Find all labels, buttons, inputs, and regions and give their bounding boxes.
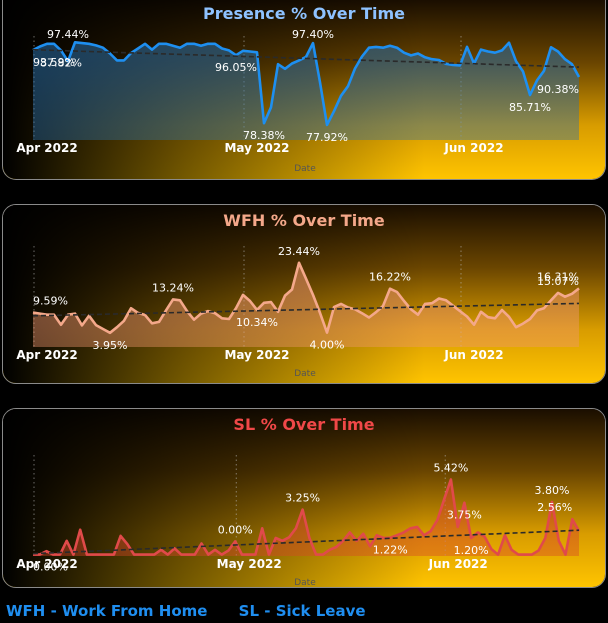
data-label: 78.38% [243,129,285,142]
data-label: 85.71% [509,101,551,114]
data-label: 87.82% [40,56,82,69]
data-label: 5.42% [433,462,468,475]
x-tick-label: May 2022 [217,557,282,571]
data-label: 9.59% [33,295,68,308]
trend-line [32,48,580,68]
data-label: 93.59% [33,56,75,69]
data-label: 77.92% [306,131,348,144]
legend-footer: WFH - Work From Home SL - Sick Leave [6,602,392,620]
presence-chart: 93.59% 97.44% 87.82% 96.05% 78.38% 97.40% 77.9… [16,28,581,174]
data-label: 90.38% [537,83,579,96]
chart-title: Presence % Over Time [202,4,405,23]
series-line [32,41,581,127]
x-axis-title: Date [294,369,316,379]
x-tick-label: Jun 2022 [443,348,503,362]
data-label: 96.05% [215,61,257,74]
data-label: 10.34% [236,316,278,329]
x-axis-title: Date [294,164,316,174]
x-tick-label: May 2022 [224,141,289,155]
series-area [33,262,579,347]
data-label: 13.24% [152,281,194,294]
data-label: 16.31% [537,270,579,283]
x-tick-label: Apr 2022 [16,348,77,362]
data-label: 16.22% [369,271,411,284]
sl-legend-text: SL - Sick Leave [238,602,366,620]
data-label: 2.56% [537,501,572,514]
data-label: 97.44% [47,28,89,41]
sl-chart: 0.00% 0.00% 3.25% 1.22% 5.42% 3.75% 1.20% 3.80%… [16,455,581,588]
x-tick-label: Jun 2022 [443,141,503,155]
data-label: 1.20% [454,544,489,557]
wfh-chart-panel: WFH % Over Time 9.59% 3.95% 13.24% 10.34% 23… [2,204,606,384]
series-line [33,478,581,556]
data-label: 4.00% [310,339,345,352]
chart-title: SL % Over Time [233,415,375,434]
data-label: 0.00% [218,523,253,536]
wfh-chart: 9.59% 3.95% 13.24% 10.34% 23.44% 4.00% 16.22% 1… [16,245,580,379]
trend-line [32,529,580,555]
data-label: 1.22% [373,544,408,557]
x-tick-label: May 2022 [224,348,289,362]
data-label: 15.07% [537,275,579,288]
data-label: 3.80% [535,484,570,497]
data-label: 3.25% [285,492,320,505]
data-label: 3.95% [93,339,128,352]
x-axis-title: Date [294,578,316,588]
data-label: 23.44% [278,245,320,258]
wfh-legend-text: WFH - Work From Home [6,602,208,620]
data-label: 3.75% [447,509,482,522]
data-label: 0.00% [33,561,68,574]
sl-chart-panel: SL % Over Time 0.00% 0.00% 3.25% 1.22% 5.42%… [2,408,606,588]
trend-line [32,302,580,317]
x-tick-label: Apr 2022 [16,141,77,155]
series-line [32,261,580,335]
x-tick-label: Jun 2022 [428,557,488,571]
chart-title: WFH % Over Time [223,211,385,230]
series-area [33,42,579,140]
presence-chart-panel: Presence % Over Time 93.59% 97.44% 87.82% 9… [2,0,606,180]
data-label: 97.40% [292,28,334,41]
x-tick-label: Apr 2022 [16,557,77,571]
